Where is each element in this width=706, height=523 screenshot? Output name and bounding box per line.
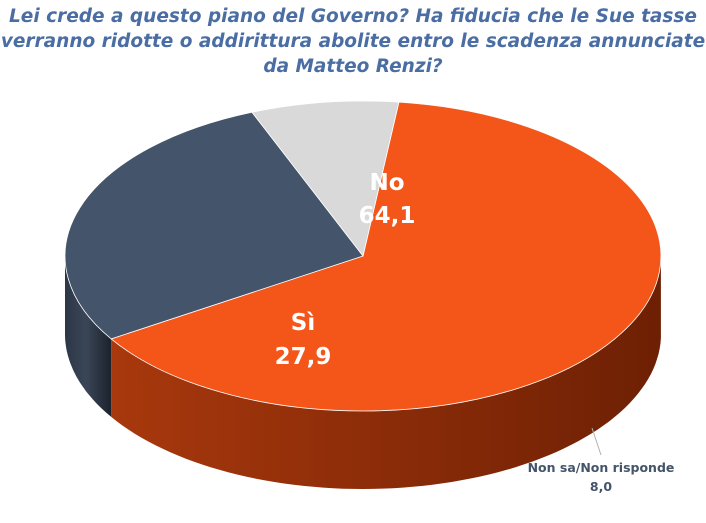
slice-value-si: 27,9: [275, 344, 332, 370]
slice-label-nonsa: Non sa/Non risponde: [528, 460, 675, 475]
pie-labels: No 64,1 Sì 27,9 Non sa/Non risponde 8,0: [275, 170, 675, 494]
pie-slice-3: [251, 100, 400, 257]
slice-leader-line: [591, 427, 602, 456]
chart-title-line-2: verranno ridotte o addirittura abolite e…: [0, 31, 706, 52]
pie-tops: [64, 100, 662, 412]
slice-label-no: No: [369, 170, 404, 196]
pie-slice-1: [110, 101, 662, 412]
pie-side-1: [111, 260, 661, 489]
chart-title: Lei crede a questo piano del Governo? Ha…: [0, 4, 706, 79]
slice-value-no: 64,1: [359, 203, 416, 229]
chart-title-line-1: Lei crede a questo piano del Governo? Ha…: [9, 6, 697, 27]
pie-sides: [65, 257, 661, 489]
pie-side-2: [65, 257, 112, 417]
slice-label-si: Sì: [291, 310, 315, 336]
chart-title-line-3: da Matteo Renzi?: [263, 56, 443, 77]
slice-value-nonsa: 8,0: [590, 479, 612, 494]
pie-slice-2: [64, 111, 364, 340]
